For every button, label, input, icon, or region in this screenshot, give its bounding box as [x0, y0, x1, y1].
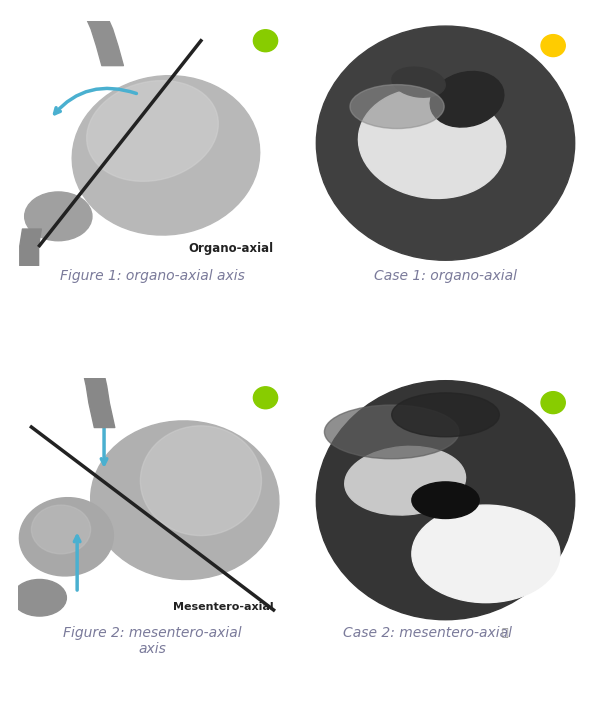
Ellipse shape [72, 76, 260, 235]
Ellipse shape [316, 380, 575, 620]
Ellipse shape [412, 482, 479, 518]
Ellipse shape [25, 192, 92, 240]
Text: Mesentero-axial: Mesentero-axial [173, 602, 273, 612]
Text: Figure 1: organo-axial axis: Figure 1: organo-axial axis [60, 269, 245, 283]
Ellipse shape [13, 580, 66, 616]
Circle shape [316, 26, 575, 260]
Text: Organo-axial: Organo-axial [188, 243, 273, 255]
Ellipse shape [392, 393, 499, 437]
Ellipse shape [392, 67, 446, 97]
Ellipse shape [412, 505, 560, 602]
Ellipse shape [324, 405, 459, 459]
Ellipse shape [358, 88, 506, 199]
Ellipse shape [430, 71, 504, 127]
Circle shape [254, 387, 277, 409]
Ellipse shape [344, 446, 466, 515]
Circle shape [541, 392, 565, 414]
Text: 🗐: 🗐 [502, 628, 509, 638]
Circle shape [254, 30, 277, 52]
Text: Case 2: mesentero-axial: Case 2: mesentero-axial [343, 626, 512, 640]
Circle shape [541, 35, 565, 57]
Text: Case 1: organo-axial: Case 1: organo-axial [374, 269, 517, 283]
Ellipse shape [141, 426, 261, 536]
Ellipse shape [87, 81, 218, 181]
Ellipse shape [350, 85, 444, 129]
Ellipse shape [31, 505, 91, 554]
Ellipse shape [91, 421, 279, 580]
Ellipse shape [19, 498, 114, 576]
Text: Figure 2: mesentero-axial
axis: Figure 2: mesentero-axial axis [63, 626, 242, 656]
